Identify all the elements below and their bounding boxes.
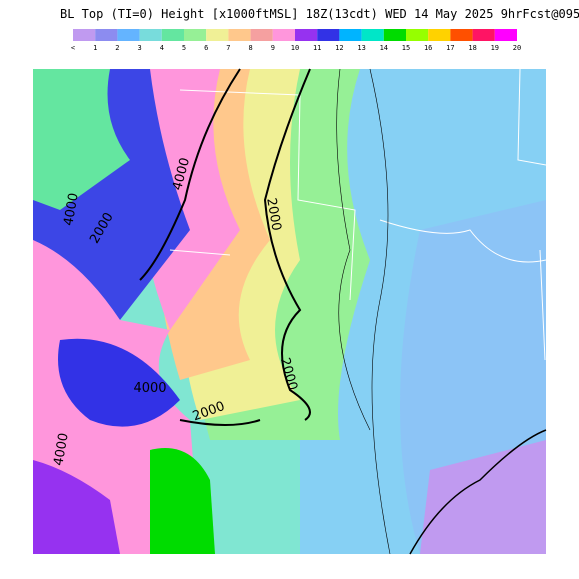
- colorbar-swatch: [95, 29, 118, 41]
- colorbar-label: 4: [160, 44, 164, 52]
- colorbar-swatch: [472, 29, 495, 41]
- colorbar-swatch: [184, 29, 207, 41]
- colorbar-swatch: [161, 29, 184, 41]
- colorbar: <1 2 3 4 5 6 7 8 9 10 11 12 13 14 15 16 17 18 19 20: [71, 29, 521, 52]
- colorbar-label: 18: [468, 44, 476, 52]
- colorbar-swatch: [117, 29, 140, 41]
- colorbar-label: 5: [182, 44, 186, 52]
- colorbar-label: 2: [115, 44, 119, 52]
- colorbar-label: 17: [446, 44, 454, 52]
- colorbar-swatch: [494, 29, 517, 41]
- colorbar-label: 7: [226, 44, 230, 52]
- colorbar-label: 6: [204, 44, 208, 52]
- colorbar-swatch: [383, 29, 406, 41]
- colorbar-swatch: [272, 29, 295, 41]
- colorbar-label: 9: [271, 44, 275, 52]
- colorbar-label: 14: [380, 44, 388, 52]
- title: BL Top (TI=0) Height [x1000ftMSL] 18Z(13…: [60, 7, 579, 21]
- colorbar-swatch: [139, 29, 162, 41]
- colorbar-label: 20: [513, 44, 521, 52]
- colorbar-swatch: [361, 29, 384, 41]
- colorbar-label: 12: [335, 44, 343, 52]
- colorbar-swatch: [295, 29, 318, 41]
- colorbar-label: 10: [291, 44, 299, 52]
- colorbar-swatch: [428, 29, 451, 41]
- colorbar-label: 13: [357, 44, 365, 52]
- colorbar-swatch: [450, 29, 473, 41]
- colorbar-swatch: [250, 29, 273, 41]
- colorbar-label: 3: [137, 44, 141, 52]
- colorbar-swatch: [406, 29, 429, 41]
- contour-label: 4000: [61, 192, 82, 227]
- map: [33, 68, 547, 555]
- colorbar-swatch: [228, 29, 251, 41]
- contour-label: 4000: [133, 381, 166, 396]
- colorbar-label: 19: [491, 44, 499, 52]
- colorbar-swatch: [73, 29, 96, 41]
- colorbar-label: 15: [402, 44, 410, 52]
- contour-label: 2000: [263, 197, 284, 232]
- colorbar-swatch: [317, 29, 340, 41]
- colorbar-label: <: [71, 44, 75, 52]
- colorbar-label: 11: [313, 44, 321, 52]
- colorbar-swatch: [339, 29, 362, 41]
- colorbar-label: 8: [248, 44, 252, 52]
- colorbar-swatch: [206, 29, 229, 41]
- colorbar-label: 1: [93, 44, 97, 52]
- contour-label: 4000: [51, 432, 72, 467]
- colorbar-label: 16: [424, 44, 432, 52]
